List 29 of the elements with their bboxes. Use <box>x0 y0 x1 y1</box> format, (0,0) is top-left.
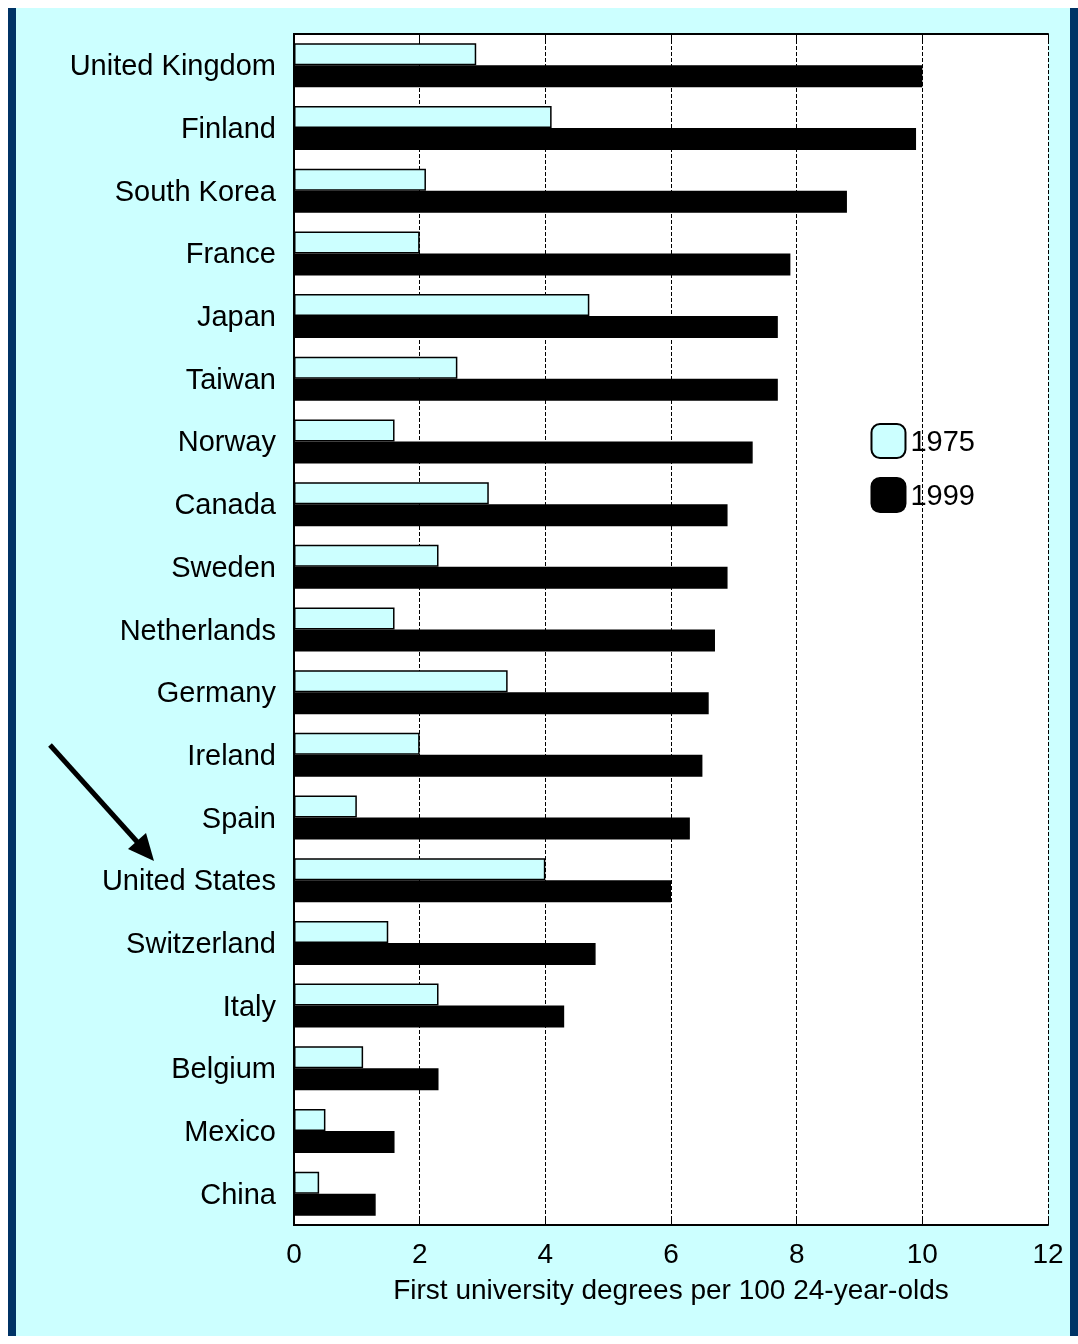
y-tick-label: Mexico <box>184 1114 276 1147</box>
y-tick-label: Japan <box>196 300 276 333</box>
y-tick-label: Spain <box>201 801 276 834</box>
y-tick-label: United Kingdom <box>69 49 276 82</box>
y-tick-label: South Korea <box>114 174 277 207</box>
y-tick-label: Finland <box>180 112 276 145</box>
y-tick-label: Sweden <box>171 550 276 583</box>
x-tick-label: 2 <box>411 1237 428 1269</box>
x-tick-label: 4 <box>537 1237 554 1269</box>
y-tick-label: Norway <box>177 425 277 458</box>
y-tick-label: United States <box>101 864 276 897</box>
x-tick-label: 8 <box>788 1237 805 1269</box>
x-tick-label: 10 <box>906 1237 938 1269</box>
legend-label: 1999 <box>910 479 975 511</box>
y-tick-label: Germany <box>156 676 277 709</box>
x-tick-label: 12 <box>1032 1237 1064 1269</box>
y-tick-label: Belgium <box>171 1052 276 1085</box>
x-axis-title: First university degrees per 100 24-year-olds <box>393 1273 949 1305</box>
y-tick-label: Canada <box>174 488 277 521</box>
x-tick-label: 6 <box>663 1237 679 1269</box>
legend-label: 1975 <box>910 425 975 457</box>
y-tick-label: Netherlands <box>119 613 276 646</box>
y-tick-label: China <box>200 1177 277 1210</box>
y-tick-label: France <box>185 237 276 270</box>
y-tick-label: Ireland <box>187 738 276 771</box>
y-tick-label: Switzerland <box>126 926 276 959</box>
x-tick-label: 0 <box>286 1237 302 1269</box>
y-tick-label: Italy <box>222 989 277 1022</box>
y-tick-label: Taiwan <box>185 362 276 395</box>
